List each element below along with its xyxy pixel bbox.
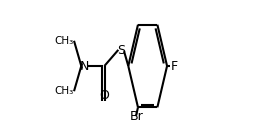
Text: F: F [171,60,178,72]
Text: CH₃: CH₃ [55,86,74,96]
Text: N: N [80,60,89,72]
Text: O: O [99,89,109,102]
Text: Br: Br [130,110,144,123]
Text: CH₃: CH₃ [55,36,74,46]
Text: S: S [117,44,125,57]
